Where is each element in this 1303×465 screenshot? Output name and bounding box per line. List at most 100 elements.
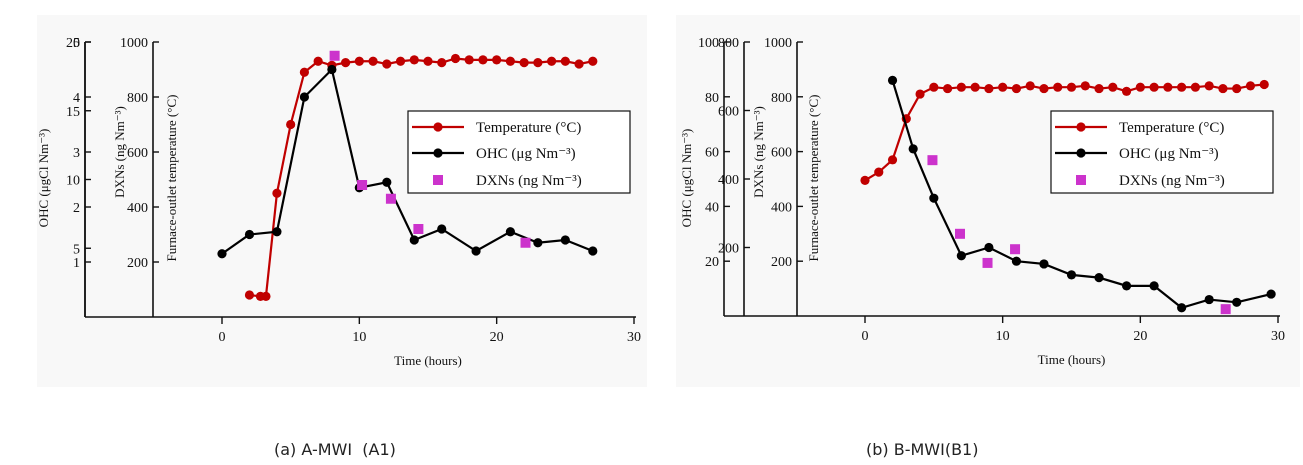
y-tick-label-temp: 400 bbox=[127, 201, 148, 216]
data-point-0 bbox=[943, 83, 953, 94]
legend-swatch-marker bbox=[433, 148, 443, 158]
y-tick-label-dxn: 20 bbox=[66, 36, 80, 51]
data-point-2 bbox=[954, 228, 965, 239]
data-point-0 bbox=[533, 58, 543, 68]
data-point-1 bbox=[533, 238, 543, 248]
y-axis-title-ohc: OHC (μgCl Nm⁻³) bbox=[36, 129, 51, 228]
data-point-1 bbox=[560, 235, 570, 245]
data-point-1 bbox=[1149, 281, 1159, 291]
data-point-2 bbox=[982, 257, 993, 268]
data-point-0 bbox=[1259, 79, 1269, 90]
data-point-1 bbox=[244, 229, 255, 240]
data-point-0 bbox=[1080, 81, 1090, 91]
data-point-1 bbox=[588, 246, 598, 256]
data-point-0 bbox=[450, 53, 461, 64]
y-tick-label-temp: 600 bbox=[127, 146, 148, 161]
data-point-2 bbox=[1220, 304, 1231, 315]
data-point-0 bbox=[1245, 81, 1256, 91]
y-tick-label-ohc: 2 bbox=[73, 201, 80, 216]
data-point-1 bbox=[1066, 270, 1077, 280]
data-point-0 bbox=[1053, 82, 1063, 92]
x-tick-label: 10 bbox=[996, 329, 1010, 344]
data-point-0 bbox=[588, 56, 598, 66]
data-point-0 bbox=[560, 56, 570, 66]
data-point-1 bbox=[299, 92, 309, 102]
legend-swatch-marker bbox=[433, 175, 443, 185]
data-point-0 bbox=[956, 82, 966, 92]
caption-a: (a) A-MWI (A1) bbox=[274, 440, 396, 459]
data-point-1 bbox=[382, 177, 392, 187]
data-point-0 bbox=[1204, 81, 1214, 91]
data-point-1 bbox=[908, 144, 918, 154]
y-tick-label-dxn: 10 bbox=[66, 174, 80, 189]
legend-label: Temperature (°C) bbox=[476, 120, 581, 136]
legend-label: OHC (μg Nm⁻³) bbox=[476, 146, 576, 162]
data-point-0 bbox=[1121, 86, 1132, 96]
y-tick-label-temp: 1000 bbox=[120, 36, 148, 51]
data-point-0 bbox=[574, 59, 584, 69]
data-point-0 bbox=[505, 56, 515, 66]
y-tick-label-ohc: 80 bbox=[705, 91, 719, 106]
legend-swatch-marker bbox=[1076, 122, 1086, 132]
y-tick-label-ohc: 60 bbox=[705, 146, 719, 161]
data-point-0 bbox=[1094, 83, 1104, 94]
data-point-2 bbox=[357, 180, 368, 190]
data-point-0 bbox=[915, 89, 925, 99]
data-point-0 bbox=[1011, 83, 1022, 94]
data-point-0 bbox=[437, 58, 447, 68]
y-tick-label-temp: 200 bbox=[127, 256, 148, 271]
chart-panel-b: 0 10 20 30 Time (hours) 200 400 600 800 1000 Furna… bbox=[651, 0, 1303, 430]
data-point-1 bbox=[956, 251, 966, 261]
y-tick-label-dxn: 15 bbox=[66, 105, 80, 120]
data-point-1 bbox=[505, 227, 515, 237]
series-line-1 bbox=[221, 67, 594, 255]
y-tick-label-ohc: 100 bbox=[698, 36, 719, 51]
data-point-0 bbox=[395, 56, 406, 66]
y-tick-label-temp: 400 bbox=[771, 200, 792, 215]
data-point-1 bbox=[929, 193, 939, 203]
legend-label: OHC (μg Nm⁻³) bbox=[1119, 146, 1219, 162]
x-tick-label: 0 bbox=[219, 330, 226, 345]
chart-panel-a: 0 10 20 30 Time (hours) 200 400 600 800 1000 Furna… bbox=[0, 0, 651, 430]
chart-b-svg: 0 10 20 30 Time (hours) 200 400 600 800 1000 Furna… bbox=[676, 15, 1300, 387]
data-point-0 bbox=[970, 82, 980, 92]
y-tick-label-dxn: 400 bbox=[718, 173, 739, 188]
data-point-2 bbox=[329, 50, 340, 61]
x-tick-label: 30 bbox=[627, 330, 641, 345]
y-tick-label-ohc: 5 bbox=[73, 36, 80, 51]
data-point-1 bbox=[409, 235, 419, 245]
y-tick-label-dxn: 200 bbox=[718, 242, 739, 257]
data-point-2 bbox=[385, 193, 396, 204]
y-axis-title-temp: Furnace-outlet temperature (°C) bbox=[806, 95, 821, 262]
data-point-1 bbox=[887, 75, 898, 85]
y-tick-label-dxn: 600 bbox=[718, 105, 739, 120]
data-point-2 bbox=[1010, 244, 1021, 255]
data-point-1 bbox=[471, 246, 481, 256]
data-point-0 bbox=[874, 167, 884, 177]
data-point-0 bbox=[984, 83, 994, 94]
data-point-0 bbox=[1135, 82, 1145, 92]
data-point-2 bbox=[520, 237, 531, 248]
caption-b: (b) B-MWI(B1) bbox=[866, 440, 979, 459]
x-tick-label: 0 bbox=[862, 329, 869, 344]
data-point-0 bbox=[1025, 81, 1035, 91]
data-point-0 bbox=[1177, 82, 1187, 92]
x-tick-label: 10 bbox=[352, 330, 366, 345]
data-point-0 bbox=[998, 82, 1008, 92]
data-point-0 bbox=[860, 175, 870, 185]
plot-background bbox=[676, 15, 1300, 387]
data-point-1 bbox=[327, 64, 337, 75]
legend-label: DXNs (ng Nm⁻³) bbox=[1119, 173, 1225, 189]
data-point-1 bbox=[1232, 297, 1242, 307]
y-tick-label-ohc: 40 bbox=[705, 200, 719, 215]
x-axis-title: Time (hours) bbox=[394, 353, 462, 368]
data-point-0 bbox=[1149, 82, 1159, 92]
data-point-0 bbox=[1066, 82, 1077, 92]
data-point-0 bbox=[423, 56, 433, 66]
y-tick-label-temp: 600 bbox=[771, 146, 792, 161]
data-point-0 bbox=[368, 56, 378, 66]
data-point-0 bbox=[1039, 83, 1049, 94]
y-tick-label-temp: 200 bbox=[771, 255, 792, 270]
x-tick-label: 20 bbox=[1133, 329, 1147, 344]
chart-a-svg: 0 10 20 30 Time (hours) 200 400 600 800 1000 Furna… bbox=[36, 15, 647, 387]
